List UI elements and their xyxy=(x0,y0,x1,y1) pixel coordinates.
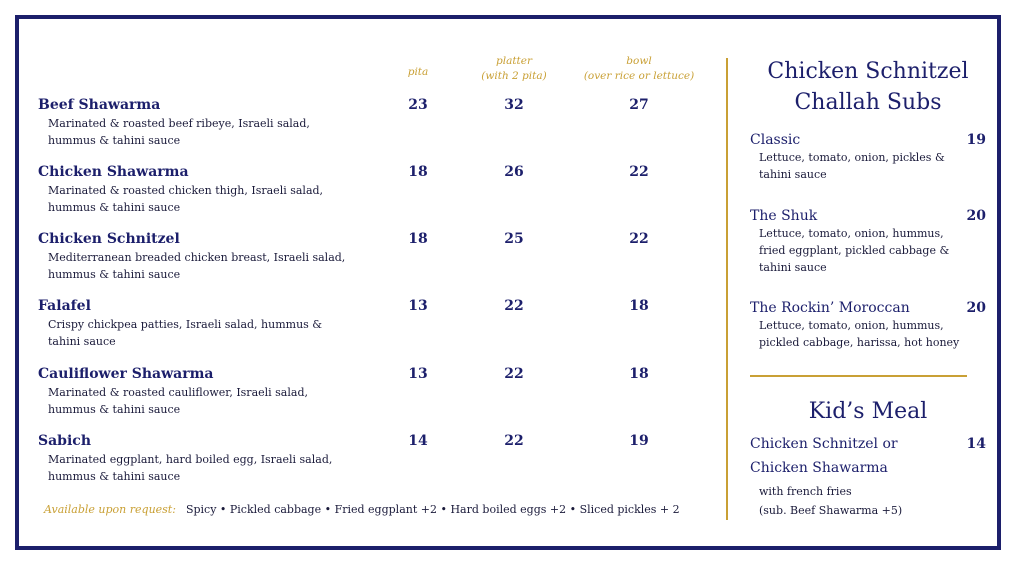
price-pita: 18 xyxy=(408,231,428,247)
kids-meal-name: Chicken Schnitzel or Chicken Shawarma xyxy=(750,432,920,480)
header-pita-label: pita xyxy=(407,66,429,78)
item-description: Marinated & roasted chicken thigh, Israe… xyxy=(48,182,398,216)
header-platter-label: platter xyxy=(495,55,532,67)
price-platter: 22 xyxy=(504,298,524,314)
item-name: Chicken Shawarma xyxy=(38,164,189,180)
sub-desc-line: tahini sauce xyxy=(759,261,827,274)
kids-meal-title: Kid’s Meal xyxy=(808,399,928,424)
item-name: Sabich xyxy=(38,433,91,449)
price-pita: 18 xyxy=(408,164,428,180)
kids-meal-price: 14 xyxy=(966,436,986,452)
column-divider xyxy=(726,58,728,520)
available-upon-request: Available upon request: Spicy • Pickled c… xyxy=(44,503,680,516)
item-description: Mediterranean breaded chicken breast, Is… xyxy=(48,249,408,283)
section-divider xyxy=(750,375,967,377)
sub-classic: Classic 19 Lettuce, tomato, onion, pickl… xyxy=(750,131,988,183)
sub-desc-line: fried eggplant, pickled cabbage & xyxy=(759,244,950,257)
challah-title-line2: Challah Subs xyxy=(794,90,942,115)
sub-description: Lettuce, tomato, onion, hummus, fried eg… xyxy=(759,225,988,276)
sub-the-rockin-moroccan: The Rockin’ Moroccan 20 Lettuce, tomato,… xyxy=(750,299,988,351)
price-bowl: 22 xyxy=(629,164,649,180)
price-platter: 25 xyxy=(504,231,524,247)
extras-text: Spicy • Pickled cabbage • Fried eggplant… xyxy=(185,503,680,516)
menu-item-beef-shawarma: Beef Shawarma Marinated & roasted beef r… xyxy=(38,96,718,156)
kids-desc-line: (sub. Beef Shawarma +5) xyxy=(759,504,903,517)
item-name: Falafel xyxy=(38,298,91,314)
item-name: Cauliflower Shawarma xyxy=(38,366,214,382)
sub-price: 20 xyxy=(966,300,986,316)
sub-desc-line: tahini sauce xyxy=(759,168,827,181)
item-desc-line: tahini sauce xyxy=(48,335,116,348)
kids-name-line: Chicken Schnitzel or xyxy=(750,436,898,452)
item-desc-line: Marinated eggplant, hard boiled egg, Isr… xyxy=(48,453,333,466)
item-desc-line: hummus & tahini sauce xyxy=(48,134,181,147)
header-bowl-sub: (over rice or lettuce) xyxy=(583,70,695,82)
sub-name: Classic xyxy=(750,132,801,148)
item-desc-line: Marinated & roasted beef ribeye, Israeli… xyxy=(48,117,310,130)
kids-meal-description: with french fries (sub. Beef Shawarma +5… xyxy=(759,482,988,520)
item-description: Crispy chickpea patties, Israeli salad, … xyxy=(48,316,398,350)
item-desc-line: Marinated & roasted cauliflower, Israeli… xyxy=(48,386,308,399)
sub-price: 20 xyxy=(966,208,986,224)
extras-label: Available upon request: xyxy=(44,503,176,516)
item-description: Marinated & roasted beef ribeye, Israeli… xyxy=(48,115,398,149)
item-desc-line: Mediterranean breaded chicken breast, Is… xyxy=(48,251,346,264)
header-bowl: bowl (over rice or lettuce) xyxy=(569,54,709,84)
item-desc-line: hummus & tahini sauce xyxy=(48,403,181,416)
sub-desc-line: Lettuce, tomato, onion, hummus, xyxy=(759,227,944,240)
price-bowl: 18 xyxy=(629,366,649,382)
header-platter: platter (with 2 pita) xyxy=(444,54,584,84)
item-name: Chicken Schnitzel xyxy=(38,231,180,247)
price-bowl: 22 xyxy=(629,231,649,247)
menu-item-chicken-shawarma: Chicken Shawarma Marinated & roasted chi… xyxy=(38,163,718,223)
price-platter: 26 xyxy=(504,164,524,180)
price-platter: 22 xyxy=(504,433,524,449)
sub-price: 19 xyxy=(966,132,986,148)
item-desc-line: hummus & tahini sauce xyxy=(48,201,181,214)
sub-name: The Rockin’ Moroccan xyxy=(750,300,910,316)
item-description: Marinated & roasted cauliflower, Israeli… xyxy=(48,384,398,418)
price-bowl: 19 xyxy=(629,433,649,449)
sub-the-shuk: The Shuk 20 Lettuce, tomato, onion, humm… xyxy=(750,207,988,276)
item-desc-line: hummus & tahini sauce xyxy=(48,470,181,483)
price-bowl: 27 xyxy=(629,97,649,113)
sub-desc-line: Lettuce, tomato, onion, hummus, xyxy=(759,319,944,332)
menu-item-falafel: Falafel Crispy chickpea patties, Israeli… xyxy=(38,297,718,357)
price-pita: 23 xyxy=(408,97,428,113)
item-description: Marinated eggplant, hard boiled egg, Isr… xyxy=(48,451,398,485)
header-platter-sub: (with 2 pita) xyxy=(481,70,547,82)
menu-item-cauliflower-shawarma: Cauliflower Shawarma Marinated & roasted… xyxy=(38,365,718,425)
kids-meal-item: Chicken Schnitzel or Chicken Shawarma 14… xyxy=(750,432,988,520)
price-pita: 14 xyxy=(408,433,428,449)
header-pita: pita xyxy=(348,65,488,80)
sub-desc-line: Lettuce, tomato, onion, pickles & xyxy=(759,151,945,164)
item-desc-line: Crispy chickpea patties, Israeli salad, … xyxy=(48,318,323,331)
sub-name: The Shuk xyxy=(750,208,818,224)
price-pita: 13 xyxy=(408,298,428,314)
price-pita: 13 xyxy=(408,366,428,382)
sub-desc-line: pickled cabbage, harissa, hot honey xyxy=(759,336,960,349)
item-name: Beef Shawarma xyxy=(38,97,161,113)
sub-description: Lettuce, tomato, onion, hummus, pickled … xyxy=(759,317,988,351)
menu-item-sabich: Sabich Marinated eggplant, hard boiled e… xyxy=(38,432,718,492)
price-platter: 22 xyxy=(504,366,524,382)
menu-item-chicken-schnitzel: Chicken Schnitzel Mediterranean breaded … xyxy=(38,230,718,290)
item-desc-line: Marinated & roasted chicken thigh, Israe… xyxy=(48,184,324,197)
price-bowl: 18 xyxy=(629,298,649,314)
header-bowl-label: bowl xyxy=(626,55,652,67)
challah-subs-title: Chicken Schnitzel Challah Subs xyxy=(740,56,996,118)
challah-title-line1: Chicken Schnitzel xyxy=(767,59,969,84)
item-desc-line: hummus & tahini sauce xyxy=(48,268,181,281)
menu-frame xyxy=(15,15,1001,550)
kids-desc-line: with french fries xyxy=(759,485,852,498)
price-platter: 32 xyxy=(504,97,524,113)
kids-name-line: Chicken Shawarma xyxy=(750,460,888,476)
sub-description: Lettuce, tomato, onion, pickles & tahini… xyxy=(759,149,988,183)
